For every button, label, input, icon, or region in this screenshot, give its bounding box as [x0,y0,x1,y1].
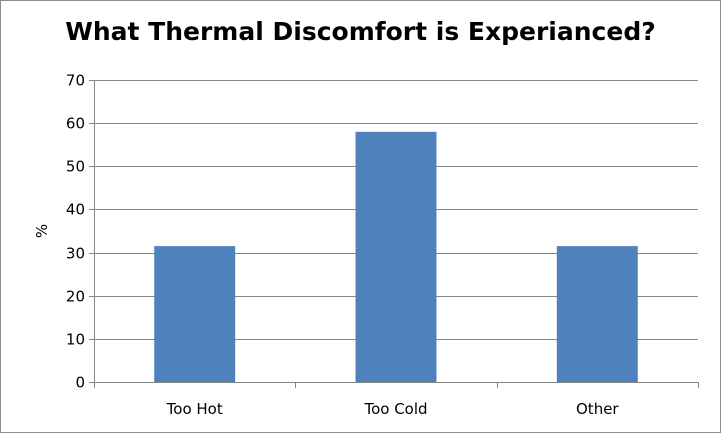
y-axis-title: % [33,224,51,238]
y-tick-label: 30 [66,245,85,263]
chart-title: What Thermal Discomfort is Experianced? [65,17,656,46]
y-tick-label: 60 [66,115,85,133]
bar-too-hot [154,246,236,382]
y-tick-label: 10 [66,331,85,349]
y-tick-labels: 0 10 20 30 40 50 60 70 [66,72,85,392]
y-tick-label: 20 [66,288,85,306]
x-tick-label: Too Hot [166,400,223,418]
bars [154,131,638,382]
x-tick-label: Other [576,400,619,418]
y-tick-label: 0 [75,374,85,392]
bar-too-cold [355,131,437,382]
axes [89,80,699,388]
x-tick-label: Too Cold [363,400,427,418]
x-tick-labels: Too Hot Too Cold Other [166,400,620,418]
bar-other [556,246,638,382]
y-tick-label: 50 [66,158,85,176]
y-tick-label: 70 [66,72,85,90]
y-tick-label: 40 [66,201,85,219]
